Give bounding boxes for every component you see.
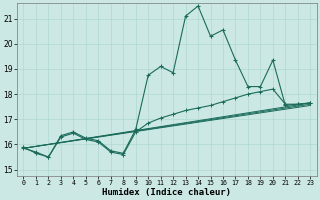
X-axis label: Humidex (Indice chaleur): Humidex (Indice chaleur): [102, 188, 231, 197]
